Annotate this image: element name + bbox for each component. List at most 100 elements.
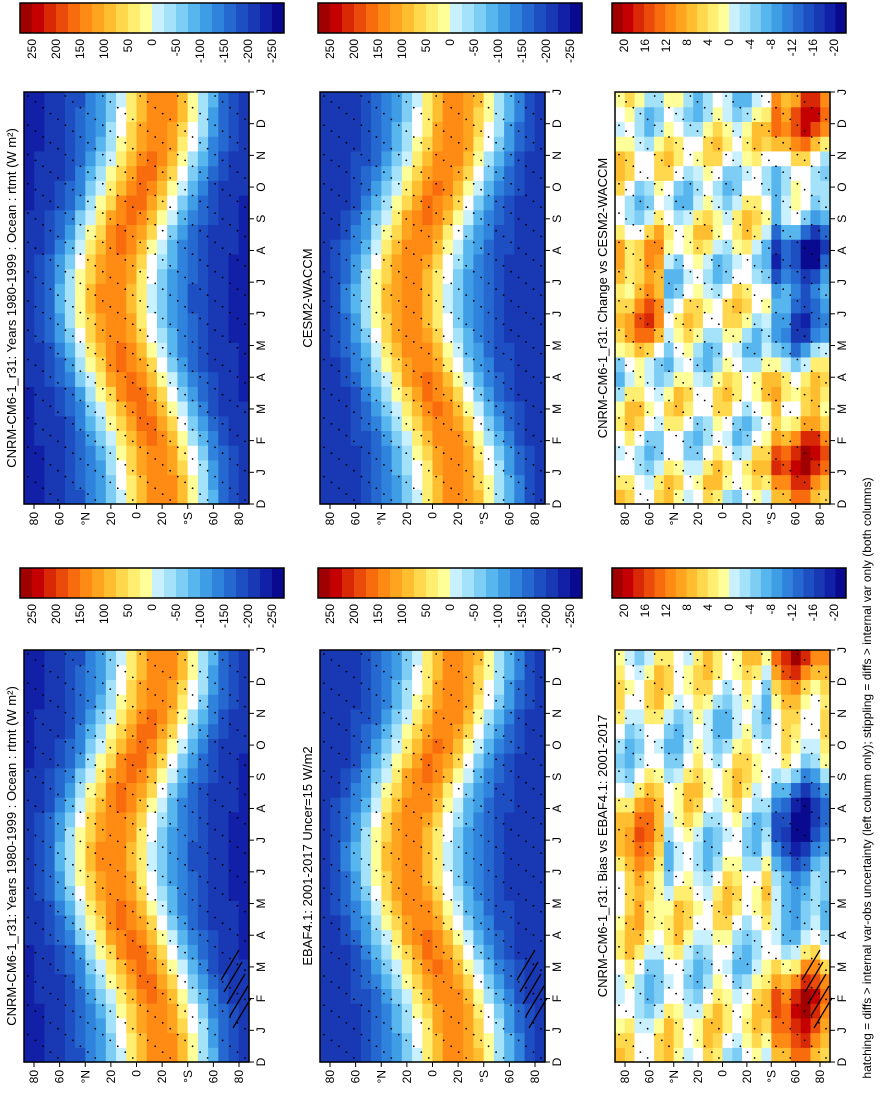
lat-tick-label: 0	[716, 1070, 730, 1077]
stipple-dot	[101, 858, 104, 860]
stipple-dot	[236, 904, 239, 907]
heatmap-cell	[422, 415, 434, 432]
stipple-dot	[154, 311, 157, 314]
stipple-dot	[49, 229, 52, 232]
heatmap-cell	[340, 489, 352, 505]
heatmap-cell	[473, 959, 485, 975]
heatmap-cell	[146, 121, 158, 137]
heatmap-cell	[432, 239, 444, 255]
stipple-dot	[191, 899, 194, 901]
stipple-dot	[116, 811, 119, 813]
heatmap-cell	[412, 885, 423, 901]
heatmap-cell	[524, 723, 536, 739]
stipple-dot	[131, 735, 134, 737]
hatch-line	[223, 961, 243, 993]
heatmap-cell	[167, 885, 179, 901]
stipple-dot	[639, 1022, 642, 1024]
stipple-dot	[775, 899, 777, 901]
stipple-dot	[732, 893, 735, 895]
heatmap-cell	[44, 738, 56, 754]
heatmap-cell	[483, 1032, 495, 1048]
heatmap-cell	[452, 312, 464, 329]
stipple-dot	[131, 764, 134, 767]
heatmap-cell	[218, 767, 230, 784]
heatmap-cell	[24, 386, 35, 402]
stipple-dot	[34, 981, 37, 983]
heatmap-cell	[136, 650, 148, 666]
heatmap-cell	[732, 870, 743, 887]
heatmap-cell	[320, 900, 331, 916]
heatmap-cell	[95, 650, 107, 666]
heatmap-cell	[624, 1032, 636, 1048]
heatmap-cell	[64, 165, 76, 181]
heatmap-cell	[634, 870, 645, 887]
heatmap-cell	[615, 708, 626, 725]
heatmap-cell	[452, 914, 464, 931]
stipple-dot	[206, 499, 209, 501]
stipple-dot	[34, 481, 37, 484]
heatmap-cell	[683, 1003, 694, 1019]
stipple-dot	[116, 694, 119, 696]
stipple-dot	[517, 893, 520, 895]
stipple-dot	[540, 793, 542, 796]
stipple-dot	[435, 653, 438, 655]
heatmap-cell	[330, 708, 342, 725]
heatmap-cell	[228, 401, 240, 417]
heatmap-cell	[504, 445, 515, 461]
stipple-dot	[139, 975, 142, 977]
heatmap-cell	[634, 929, 645, 945]
heatmap-cell	[493, 386, 505, 402]
stipple-dot	[689, 682, 692, 685]
heatmap-cell	[463, 327, 475, 343]
heatmap-cell	[95, 679, 107, 695]
heatmap-cell	[504, 944, 515, 960]
heatmap-cell	[751, 650, 763, 666]
heatmap-cell	[514, 797, 526, 813]
heatmap-cell	[238, 459, 250, 476]
heatmap-cell	[371, 415, 382, 432]
stipple-dot	[87, 729, 89, 731]
stipple-dot	[184, 863, 187, 866]
heatmap-cell	[54, 826, 66, 842]
stipple-dot	[214, 95, 217, 97]
heatmap-cell	[208, 723, 219, 739]
heatmap-cell	[514, 914, 526, 931]
heatmap-cell	[810, 1032, 821, 1048]
heatmap-cell	[75, 195, 86, 211]
stipple-dot	[214, 682, 217, 685]
heatmap-cell	[187, 180, 199, 196]
heatmap-cell	[167, 988, 179, 1004]
heatmap-cell	[238, 1032, 250, 1048]
stipple-dot	[221, 981, 224, 983]
heatmap-cell	[167, 694, 179, 710]
heatmap-cell	[422, 738, 434, 754]
stipple-dot	[161, 1051, 164, 1053]
stipple-dot	[653, 799, 656, 802]
colorbar-swatch	[200, 3, 213, 33]
heatmap-cell	[126, 106, 138, 123]
heatmap-cell	[238, 856, 250, 872]
heatmap-cell	[218, 92, 230, 108]
stipple-dot	[725, 711, 727, 714]
stipple-dot	[412, 811, 415, 813]
heatmap-cell	[197, 224, 209, 240]
heatmap-cell	[654, 1047, 665, 1063]
heatmap-cell	[412, 1003, 423, 1019]
heatmap-cell	[330, 679, 342, 695]
heatmap-cell	[95, 283, 107, 299]
heatmap-cell	[463, 356, 475, 373]
heatmap-cell	[44, 430, 56, 446]
heatmap-cell	[412, 430, 423, 446]
heatmap-cell	[634, 767, 645, 784]
stipple-dot	[79, 899, 82, 901]
heatmap-cell	[412, 694, 423, 710]
heatmap-cell	[44, 106, 56, 123]
stipple-dot	[116, 986, 119, 989]
stipple-dot	[435, 682, 438, 685]
heatmap-cell	[654, 664, 665, 681]
heatmap-cell	[742, 826, 753, 842]
heatmap-cell	[751, 1032, 763, 1048]
heatmap-cell	[644, 900, 655, 916]
stipple-dot	[42, 311, 44, 314]
